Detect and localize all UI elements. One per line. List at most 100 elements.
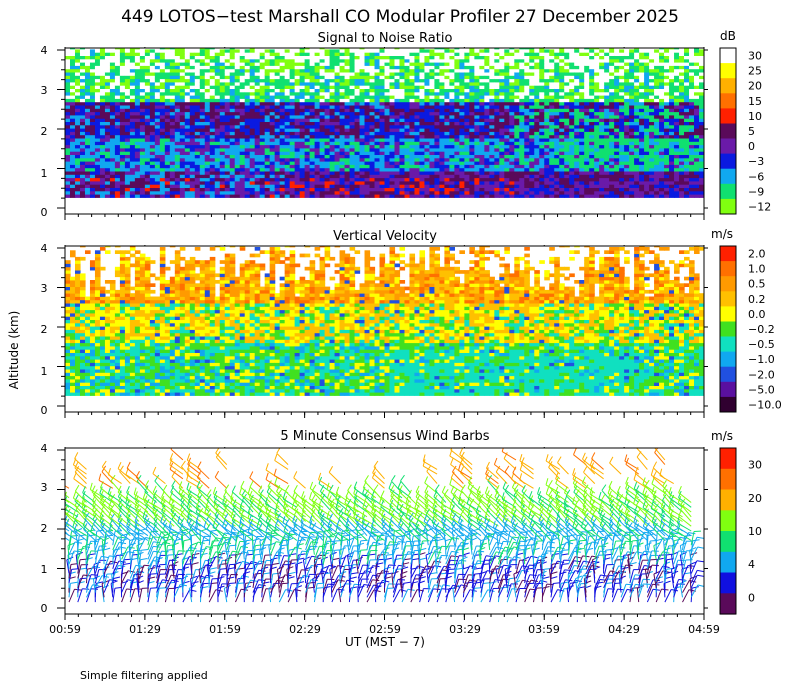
snr-cell: [99, 181, 106, 185]
snr-cell: [539, 95, 545, 99]
snr-cell: [144, 91, 151, 96]
snr-cell: [544, 111, 550, 116]
snr-cell: [209, 128, 216, 132]
snr-cell: [554, 75, 560, 80]
snr-cell: [494, 65, 500, 70]
snr-cell: [124, 118, 131, 122]
snr-cell: [279, 115, 286, 119]
snr-cell: [524, 49, 530, 53]
snr-cell: [199, 157, 206, 162]
snr-cell: [69, 128, 76, 132]
snr-cell: [169, 48, 176, 50]
snr-cell: [564, 108, 570, 113]
snr-cell: [469, 161, 475, 165]
snr-cell: [599, 171, 605, 175]
snr-cell: [424, 157, 431, 162]
snr-cell: [429, 174, 436, 179]
snr-cell: [489, 174, 495, 179]
snr-cell: [584, 134, 590, 139]
snr-cell: [294, 124, 301, 129]
snr-cell: [429, 190, 436, 195]
snr-cell: [124, 85, 131, 89]
snr-cell: [324, 118, 331, 122]
snr-cell: [314, 68, 321, 73]
snr-cell: [449, 68, 455, 73]
snr-cell: [264, 167, 271, 172]
snr-cell: [269, 85, 276, 89]
snr-cell: [279, 55, 286, 60]
snr-cell: [89, 58, 96, 63]
snr-cell: [234, 101, 241, 106]
snr-cell: [594, 91, 600, 96]
snr-cell: [209, 65, 216, 70]
snr-cell: [389, 95, 396, 99]
snr-cell: [534, 62, 540, 66]
snr-cell: [309, 187, 316, 192]
snr-cell: [174, 55, 181, 60]
snr-cell: [229, 98, 236, 103]
snr-cell: [514, 121, 520, 126]
snr-cell: [159, 194, 166, 198]
snr-cell: [539, 108, 545, 113]
snr-cell: [594, 78, 600, 83]
snr-cell: [204, 190, 211, 195]
snr-cell: [329, 85, 336, 89]
snr-cell: [589, 184, 595, 188]
snr-cell: [179, 101, 186, 106]
snr-cell: [334, 134, 341, 139]
snr-cell: [219, 164, 226, 169]
snr-cell: [464, 194, 470, 198]
snr-cell: [309, 98, 316, 103]
snr-cell: [279, 48, 286, 50]
snr-cell: [534, 157, 540, 162]
snr-cell: [144, 78, 151, 83]
snr-cell: [189, 171, 196, 175]
snr-cell: [159, 181, 166, 185]
snr-cell: [65, 177, 71, 182]
snr-cell: [479, 148, 485, 152]
snr-cell: [384, 154, 391, 159]
snr-cell: [104, 148, 111, 152]
snr-cell: [554, 115, 560, 119]
snr-cell: [484, 78, 490, 83]
snr-cell: [334, 111, 341, 116]
snr-cell: [179, 167, 186, 172]
snr-cell: [254, 55, 261, 60]
snr-cell: [289, 138, 296, 142]
snr-cell: [404, 151, 411, 155]
snr-cell: [549, 121, 555, 126]
snr-cell: [129, 128, 136, 132]
snr-cell: [219, 65, 226, 70]
snr-cell: [234, 55, 241, 60]
snr-cell: [94, 115, 101, 119]
snr-cell: [549, 124, 555, 129]
snr-cell: [564, 190, 570, 195]
snr-cell: [379, 95, 386, 99]
snr-cell: [149, 98, 156, 103]
snr-cell: [99, 52, 106, 56]
snr-cell: [494, 72, 500, 76]
snr-cell: [149, 62, 156, 66]
snr-cell: [484, 194, 490, 198]
snr-cell: [319, 121, 326, 126]
snr-cell: [154, 111, 161, 116]
snr-cell: [109, 164, 116, 169]
snr-cell: [574, 181, 580, 185]
snr-cell: [579, 164, 585, 169]
snr-cell: [564, 141, 570, 146]
snr-cell: [594, 55, 600, 60]
snr-cell: [394, 131, 401, 136]
snr-cell: [559, 141, 565, 146]
snr-cell: [229, 115, 236, 119]
snr-cell: [254, 101, 261, 106]
snr-cell: [444, 138, 450, 142]
snr-cell: [159, 65, 166, 70]
snr-cell: [414, 167, 421, 172]
snr-cell: [184, 174, 191, 179]
snr-cell: [334, 78, 341, 83]
snr-cell: [84, 68, 91, 73]
snr-cell: [574, 128, 580, 132]
snr-cell: [384, 177, 391, 182]
snr-cell: [479, 115, 485, 119]
snr-cell: [359, 85, 366, 89]
